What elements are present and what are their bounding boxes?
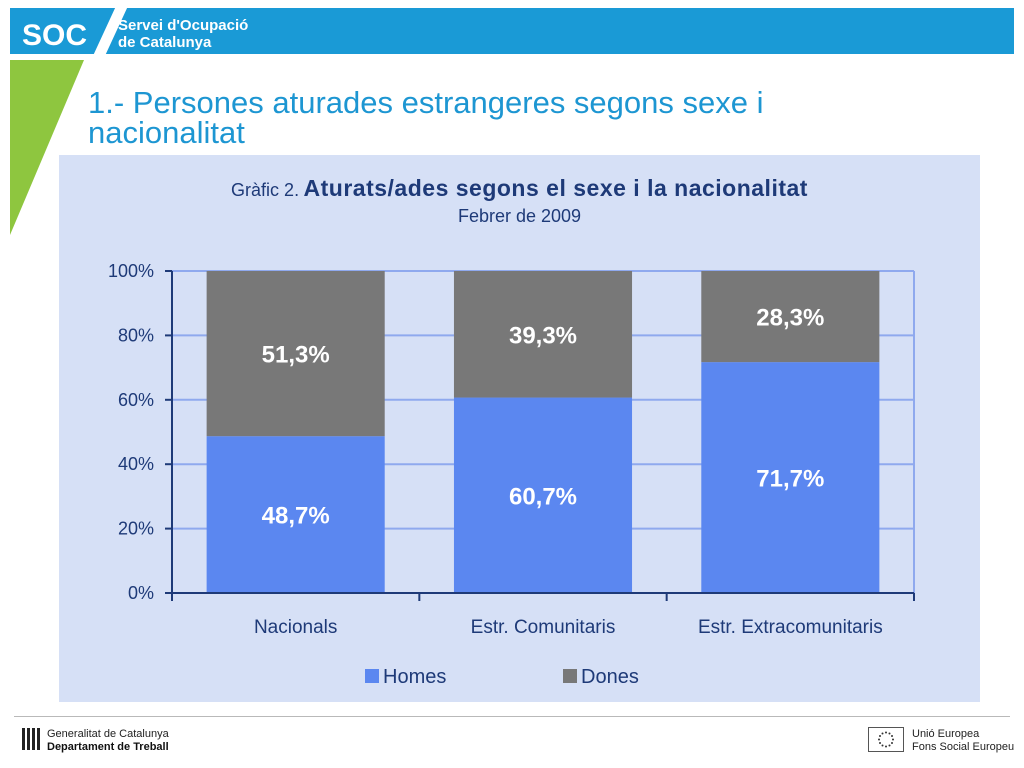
y-tick-label: 80%	[118, 325, 154, 345]
stacked-bar-chart: 48,7% 51,3% 60,7% 39,3% 71,7% 28,3% 0% 20% 40% 60…	[108, 261, 915, 688]
bar-homes	[206, 436, 385, 593]
y-tick-label: 60%	[118, 390, 154, 410]
eu-flag-icon	[868, 727, 904, 752]
footer-generalitat-name: Generalitat de Catalunya	[47, 728, 169, 740]
chart-title-main: Aturats/ades segons el sexe i la naciona…	[303, 175, 808, 201]
chart-title: Gràfic 2. Aturats/ades segons el sexe i …	[59, 175, 980, 202]
data-label: 39,3%	[509, 322, 577, 349]
bar-dones	[701, 271, 880, 363]
bar-dones	[206, 271, 385, 437]
soc-logo: SOC	[22, 19, 87, 52]
legend-label-dones: Dones	[581, 666, 639, 688]
data-label: 51,3%	[262, 342, 330, 369]
footer-department-name: Departament de Treball	[47, 741, 169, 753]
data-label: 60,7%	[509, 483, 577, 510]
bar-homes	[701, 362, 880, 593]
x-tick-label: Estr. Extracomunitaris	[698, 617, 883, 638]
slide-title-line2: nacionalitat	[88, 115, 245, 150]
footer-divider	[14, 716, 1010, 717]
slide-title-line1: 1.- Persones aturades estrangeres segons…	[88, 85, 764, 120]
legend-swatch-dones	[563, 669, 577, 683]
slide-title: 1.- Persones aturades estrangeres segons…	[88, 85, 888, 150]
x-tick-label: Estr. Comunitaris	[471, 617, 616, 638]
data-label: 48,7%	[262, 503, 330, 530]
org-name-line1: Servei d'Ocupació	[118, 17, 248, 34]
generalitat-logo-icon	[20, 726, 42, 752]
footer-eu-fund: Fons Social Europeu	[912, 741, 1015, 753]
chart-title-prefix: Gràfic 2.	[231, 180, 300, 200]
y-tick-label: 100%	[108, 261, 154, 281]
org-name-line2: de Catalunya	[118, 34, 212, 51]
y-tick-label: 0%	[128, 583, 154, 603]
legend-label-homes: Homes	[383, 666, 446, 688]
bar-dones	[453, 271, 633, 398]
chart-subtitle: Febrer de 2009	[457, 206, 582, 226]
y-tick-label: 20%	[118, 519, 154, 539]
data-label: 28,3%	[756, 305, 824, 332]
x-tick-label: Nacionals	[254, 617, 337, 638]
y-tick-label: 40%	[118, 454, 154, 474]
chart-panel: Gràfic 2. Aturats/ades segons el sexe i …	[59, 155, 980, 702]
header-slash	[92, 6, 128, 58]
header-background	[10, 8, 1014, 54]
bar-homes	[453, 397, 633, 593]
header-bar: SOC Servei d'Ocupació de Catalunya	[10, 6, 1014, 58]
green-accent	[10, 60, 84, 235]
green-accent-shape	[10, 60, 84, 235]
footer-eu-name: Unió Europea	[912, 728, 980, 740]
data-label: 71,7%	[756, 466, 824, 493]
legend-swatch-homes	[365, 669, 379, 683]
